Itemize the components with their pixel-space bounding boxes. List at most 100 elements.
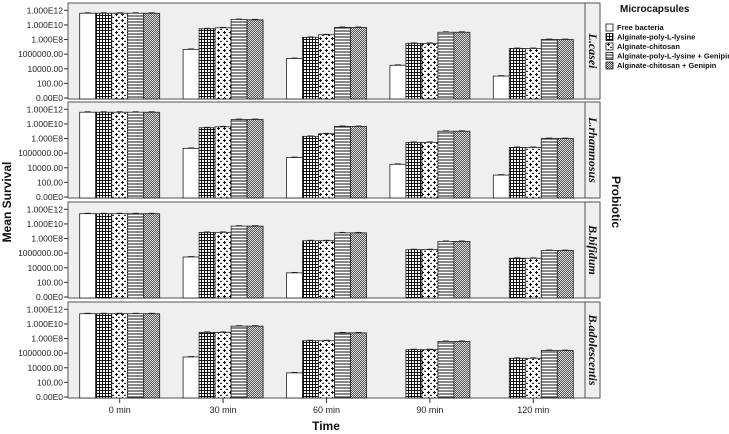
- bar: [556, 39, 574, 100]
- bar: [214, 27, 232, 100]
- legend-item: Free bacteria: [617, 23, 665, 32]
- y-tick-label: 1000000.00: [18, 148, 63, 158]
- bar: [182, 256, 200, 299]
- bar: [508, 257, 526, 299]
- bar: [350, 126, 367, 199]
- bar: [508, 147, 526, 199]
- bar: [230, 325, 248, 399]
- bar: [182, 356, 200, 399]
- bar: [286, 157, 303, 199]
- bar: [318, 34, 335, 100]
- facet-strip: [584, 301, 601, 399]
- bar: [437, 31, 455, 100]
- bar: [246, 119, 264, 199]
- y-tick-label: 1.000E8: [31, 134, 63, 144]
- y-tick-label: 1.000E10: [27, 119, 64, 129]
- y-tick-label: 1000000.00: [18, 348, 63, 358]
- bar: [127, 313, 145, 399]
- x-tick-label: 30 min: [210, 405, 237, 415]
- bar: [143, 111, 161, 199]
- bar: [508, 357, 526, 399]
- x-tick-label: 60 min: [313, 405, 340, 415]
- legend-item: Alginate-chitosan + Genipin: [617, 61, 717, 70]
- bar: [492, 75, 510, 100]
- bar: [453, 241, 471, 299]
- bar: [286, 272, 303, 299]
- facet-strip: [584, 2, 601, 100]
- legend-item: Alginate-chitosan: [617, 42, 680, 51]
- panel-b-adolescentis: 0.00E0 100.00 10000.00 1000000.00 1.000E8 1.0…: [18, 301, 601, 402]
- bar: [111, 111, 129, 199]
- legend: Microcapsules Free bacteriaAlginate-poly…: [605, 4, 729, 70]
- y-tick-label: 1.000E10: [27, 319, 64, 329]
- bar: [198, 127, 216, 199]
- bar: [318, 240, 335, 299]
- bar: [286, 58, 303, 100]
- panel-b-bifidum: 0.00E0 100.00 10000.00 1000000.00 1.000E8 1.0…: [18, 201, 601, 302]
- bar: [540, 350, 558, 399]
- bar: [318, 133, 335, 199]
- bar: [127, 213, 145, 299]
- bar: [246, 19, 264, 100]
- bar: [111, 213, 129, 299]
- y-tick-label: 1.000E12: [27, 204, 64, 214]
- y-tick-label: 100.00: [37, 177, 63, 187]
- bar: [302, 36, 319, 100]
- bar: [453, 341, 471, 399]
- bar: [540, 138, 558, 199]
- legend-swatch: [605, 23, 614, 32]
- y-tick-label: 100.00: [37, 78, 63, 88]
- legend-swatch: [605, 42, 614, 51]
- facet-label: B.bifidum: [586, 224, 600, 275]
- bar: [437, 130, 455, 199]
- bar: [127, 111, 145, 199]
- bar: [453, 130, 471, 199]
- bar: [334, 232, 351, 299]
- bar: [182, 48, 200, 100]
- bar: [405, 249, 423, 299]
- legend-item: Alginate-poly-L-lysine: [617, 33, 695, 42]
- y-tick-label: 1.000E12: [27, 304, 64, 314]
- legend-swatch: [605, 33, 614, 41]
- legend-swatch: [605, 61, 614, 70]
- bar: [540, 250, 558, 299]
- bar: [214, 331, 232, 399]
- y-tick-label: 0.00E0: [36, 192, 63, 202]
- y-tick-label: 1.000E12: [27, 5, 64, 15]
- y-tick-label: 1.000E8: [31, 334, 63, 344]
- y-tick-label: 0.00E0: [36, 392, 63, 402]
- bar: [524, 147, 542, 199]
- bar: [524, 257, 542, 299]
- x-axis-title: Time: [312, 419, 340, 433]
- y-tick-label: 0.00E0: [36, 292, 63, 302]
- legend-item: Alginate-poly-L-lysine + Genipin: [617, 52, 729, 61]
- bar: [79, 111, 97, 199]
- bar: [389, 163, 407, 199]
- facet-title: Probiotic: [609, 176, 623, 228]
- y-tick-label: 100.00: [37, 277, 63, 287]
- bar: [95, 111, 113, 199]
- y-tick-label: 100.00: [37, 377, 63, 387]
- bar: [334, 27, 351, 100]
- bar: [214, 231, 232, 299]
- bar: [350, 27, 367, 100]
- bar: [350, 332, 367, 399]
- y-tick-label: 1.000E10: [27, 20, 64, 30]
- bar: [79, 313, 97, 399]
- bar: [389, 64, 407, 100]
- panel-l-rhamnosus: 0.00E0 100.00 10000.00 1000000.00 1.000E8 1.0…: [18, 101, 601, 202]
- panel-l-casei: 0.00E0 100.00 10000.00 1000000.00 1.000E8 1.0…: [18, 2, 601, 103]
- bar: [230, 225, 248, 299]
- bar: [334, 126, 351, 199]
- bar: [246, 225, 264, 299]
- y-tick-label: 10000.00: [28, 263, 64, 273]
- bar: [198, 28, 216, 100]
- bar: [143, 313, 161, 399]
- bar: [79, 213, 97, 299]
- bar: [111, 12, 129, 100]
- bar: [302, 240, 319, 299]
- bar: [556, 350, 574, 399]
- y-tick-label: 1.000E8: [31, 234, 63, 244]
- bar: [492, 174, 510, 199]
- bar: [111, 313, 129, 399]
